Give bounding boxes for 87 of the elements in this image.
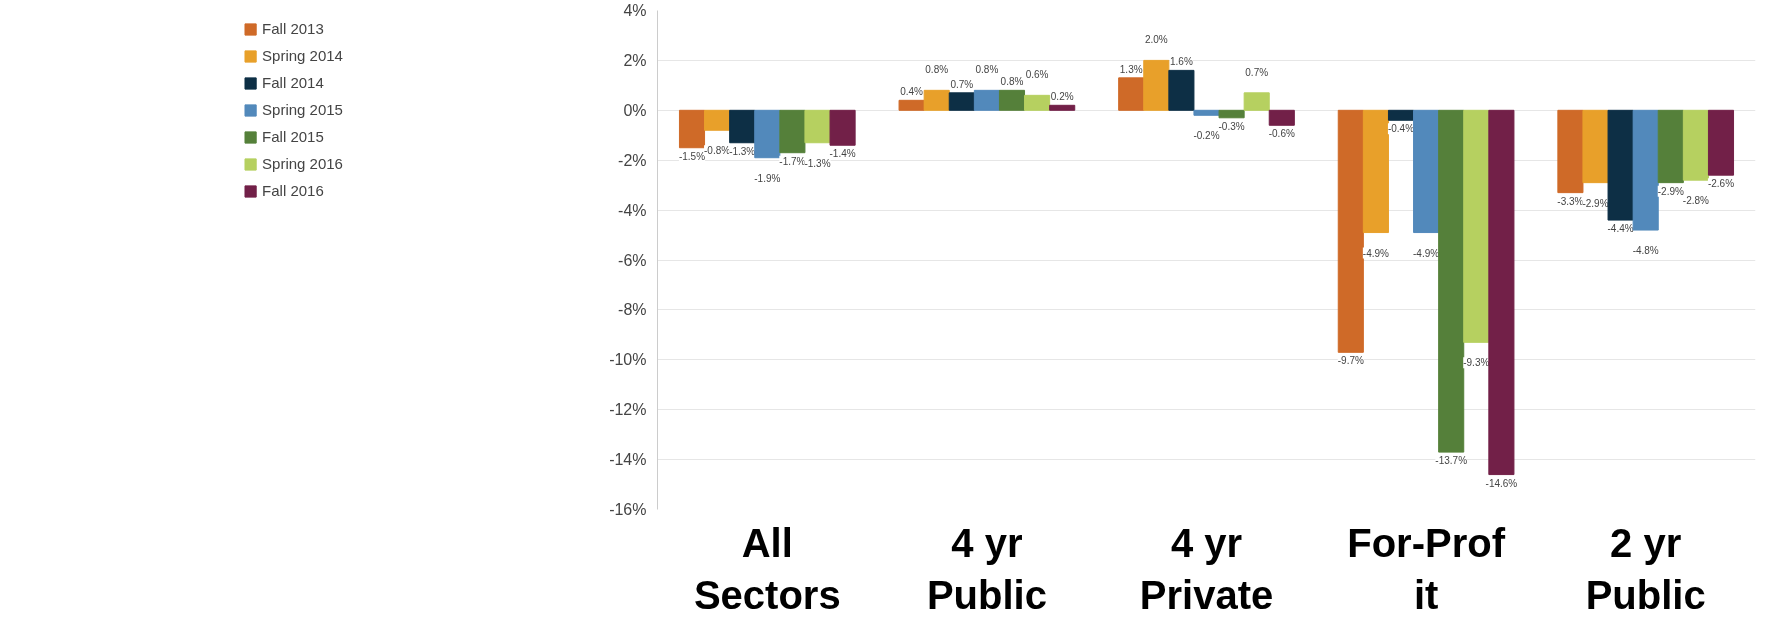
bar <box>829 109 856 146</box>
data-label: 2.0% <box>1144 34 1168 46</box>
y-tick-label: -12% <box>609 401 647 419</box>
y-tick-label: -14% <box>609 451 647 469</box>
bar <box>729 109 756 144</box>
legend-label: Spring 2016 <box>262 155 343 172</box>
data-label: -2.8% <box>1682 195 1710 207</box>
legend-label: Spring 2015 <box>262 101 343 118</box>
legend-label: Fall 2013 <box>262 20 324 37</box>
data-label: -2.9% <box>1657 185 1684 197</box>
data-label: -2.6% <box>1707 178 1735 190</box>
data-label: -13.7% <box>1435 455 1468 467</box>
data-label: -3.3% <box>1557 195 1584 207</box>
data-label: 0.7% <box>950 78 974 90</box>
bar <box>948 92 975 111</box>
bar <box>1049 104 1076 111</box>
bar <box>1387 109 1415 121</box>
bar <box>1463 109 1490 343</box>
data-label: -0.3% <box>1218 120 1245 132</box>
y-tick-label: -10% <box>609 351 647 369</box>
legend-label: Fall 2014 <box>262 74 324 91</box>
bar <box>1607 109 1634 221</box>
bar <box>898 99 925 111</box>
data-label: -0.6% <box>1268 128 1295 140</box>
data-label: 0.8% <box>925 64 949 76</box>
bar <box>1362 109 1389 234</box>
bar <box>1268 109 1295 126</box>
bar <box>973 89 1000 111</box>
bar <box>1682 109 1709 181</box>
y-tick-label: -16% <box>609 501 647 518</box>
bar <box>1632 109 1659 231</box>
data-label: 1.3% <box>1119 63 1143 75</box>
bar <box>804 109 831 144</box>
bar <box>1218 109 1245 119</box>
data-label: 0.7% <box>1245 66 1269 78</box>
y-tick-label: 2% <box>623 51 647 69</box>
data-label: 0.4% <box>900 86 924 98</box>
bar <box>754 109 781 159</box>
data-label: 0.2% <box>1050 91 1074 103</box>
bar <box>678 109 706 149</box>
data-label: -1.5% <box>678 150 706 162</box>
data-label: -1.4% <box>829 148 856 160</box>
bar <box>1657 109 1684 184</box>
x-tick-label: All Sectors <box>693 520 841 618</box>
x-tick-label: For-Prof it <box>1347 520 1506 618</box>
legend-label: Fall 2016 <box>262 182 324 199</box>
data-label: -1.7% <box>779 155 806 167</box>
bar <box>998 89 1026 111</box>
y-tick-label: -6% <box>618 251 647 269</box>
bar <box>1193 109 1220 116</box>
bar <box>1707 109 1735 176</box>
bar <box>923 89 950 111</box>
data-label: -0.2% <box>1193 130 1220 142</box>
bar <box>1243 92 1270 111</box>
bar <box>1024 94 1051 111</box>
bar <box>1143 59 1170 111</box>
y-tick-label: 0% <box>623 101 647 119</box>
data-label: 0.6% <box>1025 69 1049 81</box>
data-label: -14.6% <box>1485 477 1518 489</box>
x-tick-label: 4 yr Public <box>926 520 1047 618</box>
bar <box>1118 77 1145 111</box>
y-tick-label: -4% <box>618 201 647 219</box>
data-label: 1.6% <box>1170 56 1193 68</box>
x-tick-label: 2 yr Public <box>1585 520 1706 618</box>
data-label: -9.7% <box>1337 355 1364 367</box>
y-tick-label: -2% <box>618 151 647 169</box>
data-label: -1.3% <box>804 157 831 169</box>
bar <box>1488 109 1515 476</box>
bar <box>1168 69 1195 111</box>
data-label: -1.9% <box>754 172 781 184</box>
y-tick-label: -8% <box>618 301 647 319</box>
data-label: 0.8% <box>975 64 999 76</box>
data-label: -0.8% <box>704 145 731 157</box>
y-tick-label: 4% <box>623 2 647 19</box>
bar <box>1337 109 1364 353</box>
legend-label: Fall 2015 <box>262 128 324 145</box>
data-label: -4.4% <box>1607 223 1634 235</box>
bar <box>704 109 731 131</box>
legend-label: Spring 2014 <box>262 47 343 64</box>
data-label: 0.8% <box>1000 76 1024 88</box>
data-label: -4.9% <box>1362 247 1390 259</box>
x-tick-label: 4 yr Private <box>1139 520 1274 618</box>
bar <box>1582 109 1609 184</box>
bar <box>1557 109 1584 194</box>
bar <box>1413 109 1440 234</box>
bar <box>1438 109 1465 453</box>
data-label: -4.8% <box>1632 245 1659 257</box>
